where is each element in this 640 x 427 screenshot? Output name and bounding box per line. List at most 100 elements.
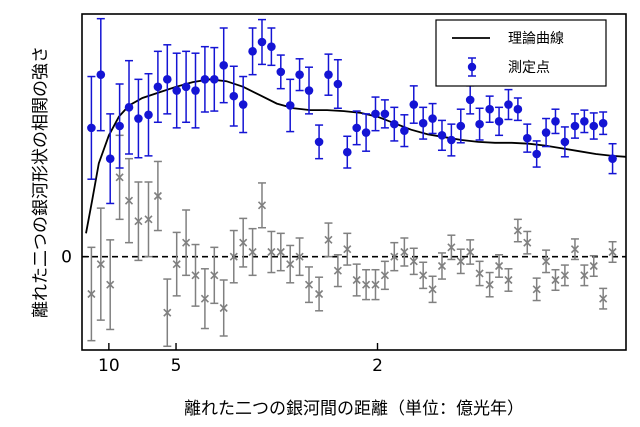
legend-point-swatch bbox=[467, 62, 477, 72]
measured-point bbox=[485, 95, 494, 124]
x-tick-label: 10 bbox=[98, 356, 120, 376]
cross-marker bbox=[475, 269, 484, 278]
measured-point bbox=[380, 99, 390, 129]
measured-marker bbox=[257, 37, 267, 47]
cross-point bbox=[229, 229, 238, 284]
cross-marker bbox=[257, 201, 267, 210]
cross-marker bbox=[485, 280, 494, 289]
measured-point bbox=[333, 58, 343, 110]
measured-marker bbox=[465, 95, 475, 105]
measured-point bbox=[144, 72, 153, 157]
measured-marker bbox=[200, 75, 210, 84]
measured-marker bbox=[248, 47, 257, 56]
measured-marker bbox=[608, 154, 617, 163]
measured-point bbox=[522, 123, 532, 153]
y-tick-label: 0 bbox=[61, 248, 72, 268]
cross-point bbox=[267, 230, 276, 274]
y-axis-title: 離れた二つの銀河形状の相関の強さ bbox=[31, 46, 51, 318]
cross-point bbox=[352, 263, 361, 297]
x-ticks: 10 5 2 bbox=[98, 343, 383, 376]
measured-point bbox=[371, 96, 380, 132]
measured-point bbox=[608, 142, 617, 175]
measured-point bbox=[504, 88, 513, 121]
cross-point bbox=[172, 231, 181, 297]
cross-point bbox=[371, 268, 380, 301]
cross-point bbox=[239, 217, 248, 268]
cross-marker bbox=[182, 238, 191, 247]
cross-marker bbox=[343, 245, 352, 254]
measured-marker bbox=[504, 100, 513, 109]
cross-point bbox=[219, 279, 228, 337]
measured-point bbox=[105, 113, 115, 205]
cross-marker bbox=[532, 285, 541, 294]
cross-point bbox=[96, 207, 105, 321]
legend-theory-label: 理論曲線 bbox=[508, 31, 564, 47]
legend: 理論曲線 測定点 bbox=[435, 19, 607, 87]
measured-point bbox=[551, 108, 560, 135]
cross-point bbox=[504, 268, 513, 292]
measured-marker bbox=[304, 86, 314, 95]
measured-marker bbox=[210, 75, 219, 84]
measured-point bbox=[560, 126, 570, 158]
legend-box bbox=[435, 19, 607, 87]
x-axis-title: 離れた二つの銀河間の距離（単位：億光年） bbox=[184, 399, 524, 419]
cross-marker bbox=[466, 247, 475, 257]
measured-marker bbox=[342, 147, 352, 157]
measured-marker bbox=[238, 100, 248, 109]
measured-marker bbox=[494, 117, 504, 126]
measured-point bbox=[87, 75, 96, 180]
measured-marker bbox=[598, 118, 608, 128]
measured-marker bbox=[105, 154, 115, 163]
measured-point bbox=[437, 119, 447, 152]
measured-point bbox=[200, 45, 210, 113]
measured-point bbox=[342, 135, 352, 169]
measured-point bbox=[541, 117, 551, 148]
cross-point bbox=[153, 160, 162, 232]
cross-marker bbox=[315, 289, 324, 299]
cross-marker bbox=[390, 252, 399, 261]
cross-marker bbox=[409, 257, 418, 266]
cross-marker bbox=[599, 294, 608, 303]
measured-marker bbox=[485, 104, 494, 114]
cross-marker bbox=[324, 235, 333, 244]
cross-point bbox=[608, 240, 617, 264]
cross-marker bbox=[276, 247, 285, 257]
measured-point bbox=[191, 52, 200, 129]
measured-marker bbox=[589, 121, 599, 131]
measured-point bbox=[598, 111, 608, 136]
cross-point bbox=[456, 248, 465, 275]
measured-marker bbox=[267, 42, 276, 51]
cross-point bbox=[542, 249, 551, 274]
plot-frame bbox=[81, 13, 627, 351]
measured-point bbox=[219, 27, 229, 104]
cross-marker bbox=[200, 294, 209, 303]
cross-marker bbox=[371, 280, 380, 289]
measured-marker bbox=[162, 75, 172, 84]
cross-marker bbox=[144, 215, 153, 224]
measured-marker bbox=[333, 79, 343, 89]
measured-marker bbox=[191, 86, 200, 95]
cross-marker bbox=[608, 247, 617, 257]
x-tick-label: 2 bbox=[372, 356, 383, 376]
measured-marker bbox=[361, 128, 371, 137]
cross-marker bbox=[239, 238, 248, 247]
measured-point bbox=[418, 106, 428, 140]
measured-marker bbox=[371, 109, 380, 119]
measured-marker bbox=[124, 103, 134, 112]
measured-point bbox=[181, 50, 191, 124]
measured-marker bbox=[522, 133, 532, 143]
cross-point bbox=[191, 243, 200, 307]
cross-point bbox=[333, 254, 342, 288]
cross-marker bbox=[286, 260, 295, 269]
measured-point bbox=[210, 46, 219, 112]
cross-marker bbox=[437, 261, 447, 271]
cross-point bbox=[106, 239, 115, 331]
cross-point bbox=[286, 244, 295, 284]
measured-point bbox=[428, 102, 437, 135]
cross-marker bbox=[219, 303, 228, 313]
measured-marker bbox=[541, 128, 551, 137]
measured-point bbox=[162, 44, 172, 115]
cross-marker bbox=[163, 308, 172, 317]
cross-point bbox=[362, 268, 371, 301]
cross-marker bbox=[153, 191, 162, 201]
